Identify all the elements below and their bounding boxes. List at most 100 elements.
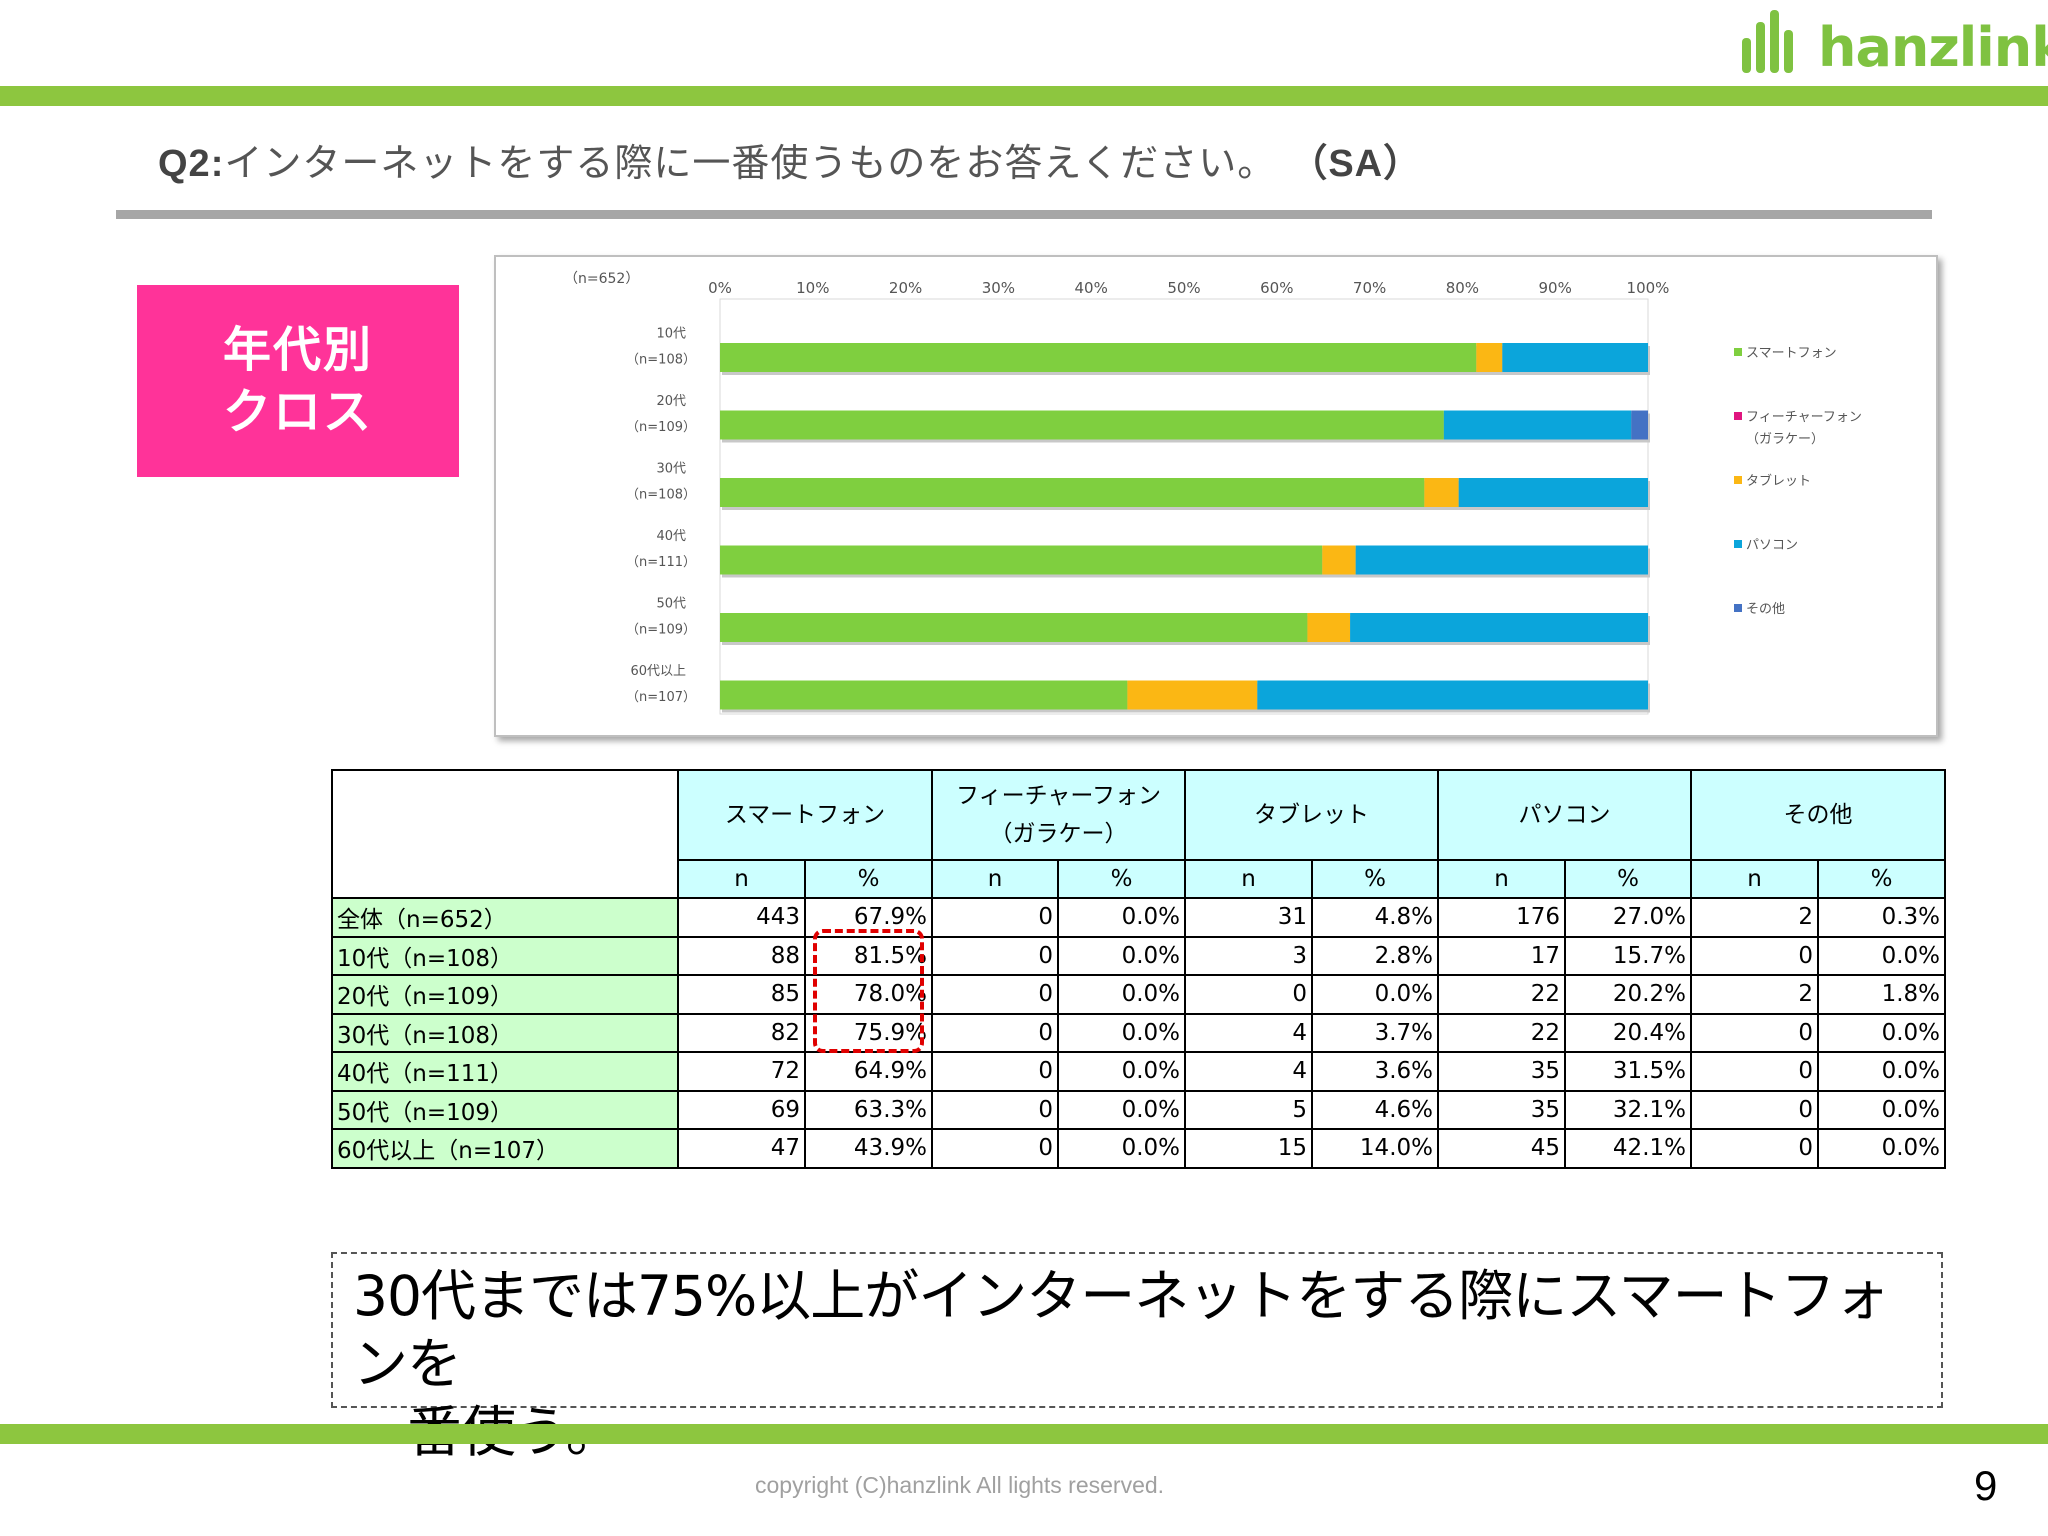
table-cell: 14.0% xyxy=(1311,1128,1439,1169)
table-corner-cell xyxy=(331,769,679,899)
table-subheader-cell: n xyxy=(677,859,806,899)
x-tick-label: 10% xyxy=(796,279,829,297)
table-cell: 45 xyxy=(1437,1128,1566,1169)
table-cell: 82 xyxy=(677,1012,806,1053)
x-tick-label: 20% xyxy=(889,279,922,297)
table-row: 20代（n=109） 85 78.0% 0 0.0% 0 0.0% 22 20.2% 2 1.8% xyxy=(331,974,1946,1015)
legend-swatch xyxy=(1734,540,1742,548)
y-category-n-label: （n=111） xyxy=(626,555,696,570)
table-cell: 0.0% xyxy=(1057,935,1186,976)
x-tick-label: 0% xyxy=(708,279,732,297)
bar-segment-0 xyxy=(720,613,1308,642)
table-cell: 47 xyxy=(677,1128,806,1169)
table-cell: 27.0% xyxy=(1564,897,1692,938)
table-cell: 4 xyxy=(1184,1012,1313,1053)
table-header-row: スマートフォン フィーチャーフォン （ガラケー） タブレット パソコン その他 xyxy=(331,769,1946,899)
bar-segment-3 xyxy=(1502,343,1648,372)
stacked-bar-chart: （n=652） 0% 10% 20% 30% 40% 50% 60% 70% 80% 90% 100%… xyxy=(494,255,1938,737)
table-subheader-cell: n xyxy=(1690,859,1819,899)
y-category-label: 20代 xyxy=(656,394,686,409)
summary-line-1: 30代までは75%以上がインターネットをする際にスマートフォンを xyxy=(353,1264,1890,1396)
question-title: Q2:インターネットをする際に一番使うものをお答えください。 （SA） xyxy=(158,132,1422,187)
bar-segment-3 xyxy=(1458,478,1648,507)
table-row: 全体（n=652） 443 67.9% 0 0.0% 31 4.8% 176 27.0% 2 0.3… xyxy=(331,897,1946,938)
table-cell: 72 xyxy=(677,1051,806,1092)
table-cell: 0 xyxy=(1690,1128,1819,1169)
table-cell: 0.0% xyxy=(1311,974,1439,1015)
table-subheader-cell: n xyxy=(931,859,1059,899)
table-cell: 35 xyxy=(1437,1051,1566,1092)
section-badge: 年代別 クロス xyxy=(137,285,459,477)
table-cell: 5 xyxy=(1184,1089,1313,1130)
badge-line-1: 年代別 xyxy=(222,322,373,378)
table-cell: 0 xyxy=(931,974,1059,1015)
table-cell: 0 xyxy=(931,935,1059,976)
table-cell: 0 xyxy=(931,1128,1059,1169)
table-cell: 42.1% xyxy=(1564,1128,1692,1169)
bar-segment-3 xyxy=(1443,410,1632,440)
legend-label: スマートフォン xyxy=(1746,346,1837,361)
table-cell: 0.0% xyxy=(1817,935,1946,976)
summary-box: 30代までは75%以上がインターネットをする際にスマートフォンを 一番使う。 xyxy=(331,1252,1943,1464)
y-category-label: 50代 xyxy=(656,597,686,612)
table-cell: 1.8% xyxy=(1817,974,1946,1015)
table-cell: 31 xyxy=(1184,897,1313,938)
table-cell: 0.0% xyxy=(1057,1012,1186,1053)
table-cell: 2 xyxy=(1690,897,1819,938)
table-row: 40代（n=111） 72 64.9% 0 0.0% 4 3.6% 35 31.5% 0 0.0% xyxy=(331,1051,1946,1092)
table-cell: 0 xyxy=(931,1051,1059,1092)
table-header-label: フィーチャーフォン xyxy=(956,783,1161,809)
x-tick-label: 40% xyxy=(1075,279,1108,297)
top-accent-band xyxy=(0,86,2048,106)
table-cell: 0.0% xyxy=(1057,1089,1186,1130)
table-header-cell: スマートフォン xyxy=(677,769,933,861)
y-category-n-label: （n=109） xyxy=(626,623,696,638)
table-header-label: パソコン xyxy=(1518,802,1611,828)
table-cell: 43.9% xyxy=(804,1128,933,1169)
table-cell: 31.5% xyxy=(1564,1051,1692,1092)
table-subheader-cell: % xyxy=(804,859,933,899)
bar-segment-4 xyxy=(1631,410,1648,440)
table-cell: 0.0% xyxy=(1817,1051,1946,1092)
x-tick-label: 100% xyxy=(1627,279,1670,297)
x-tick-label: 70% xyxy=(1353,279,1386,297)
table-cell: 88 xyxy=(677,935,806,976)
table-cell: 32.1% xyxy=(1564,1089,1692,1130)
table-cell: 0.0% xyxy=(1817,1012,1946,1053)
x-tick-label: 80% xyxy=(1446,279,1479,297)
bar-segment-3 xyxy=(1257,680,1648,710)
table-row: 60代以上（n=107） 47 43.9% 0 0.0% 15 14.0% 45 42.1% 0 0… xyxy=(331,1128,1946,1169)
bar-segment-0 xyxy=(720,478,1425,507)
cross-tab-table: スマートフォン フィーチャーフォン （ガラケー） タブレット パソコン その他 n% n% n%… xyxy=(331,769,1946,1169)
table-cell: 15 xyxy=(1184,1128,1313,1169)
x-tick-label: 60% xyxy=(1260,279,1293,297)
table-cell: 0.0% xyxy=(1057,974,1186,1015)
table-cell: 0.0% xyxy=(1817,1089,1946,1130)
table-header-label: スマートフォン xyxy=(724,802,886,828)
question-prefix: Q2: xyxy=(158,143,225,185)
legend-swatch xyxy=(1734,348,1742,356)
x-tick-label: 30% xyxy=(982,279,1015,297)
table-header-cell: その他 xyxy=(1690,769,1946,861)
table-cell: 64.9% xyxy=(804,1051,933,1092)
table-row-label: 60代以上（n=107） xyxy=(331,1128,679,1169)
table-subheader-cell: n xyxy=(1184,859,1313,899)
table-header-label: （ガラケー） xyxy=(989,821,1128,847)
table-cell: 4 xyxy=(1184,1051,1313,1092)
legend-label: パソコン xyxy=(1746,538,1798,553)
bar-segment-2 xyxy=(1322,545,1356,575)
bar-segment-0 xyxy=(720,680,1128,710)
table-cell: 75.9% xyxy=(804,1012,933,1053)
table-row-label: 40代（n=111） xyxy=(331,1051,679,1092)
table-cell: 0 xyxy=(931,897,1059,938)
y-category-label: 60代以上 xyxy=(630,664,686,679)
legend-swatch xyxy=(1734,604,1742,612)
table-subheader-cell: % xyxy=(1311,859,1439,899)
table-subheader-cell: % xyxy=(1817,859,1946,899)
legend-label: タブレット xyxy=(1746,473,1811,489)
badge-line-2: クロス xyxy=(222,384,373,440)
table-cell: 0.0% xyxy=(1057,1128,1186,1169)
table-row-label: 50代（n=109） xyxy=(331,1089,679,1130)
table-cell: 17 xyxy=(1437,935,1566,976)
chart-note: （n=652） xyxy=(564,271,639,287)
